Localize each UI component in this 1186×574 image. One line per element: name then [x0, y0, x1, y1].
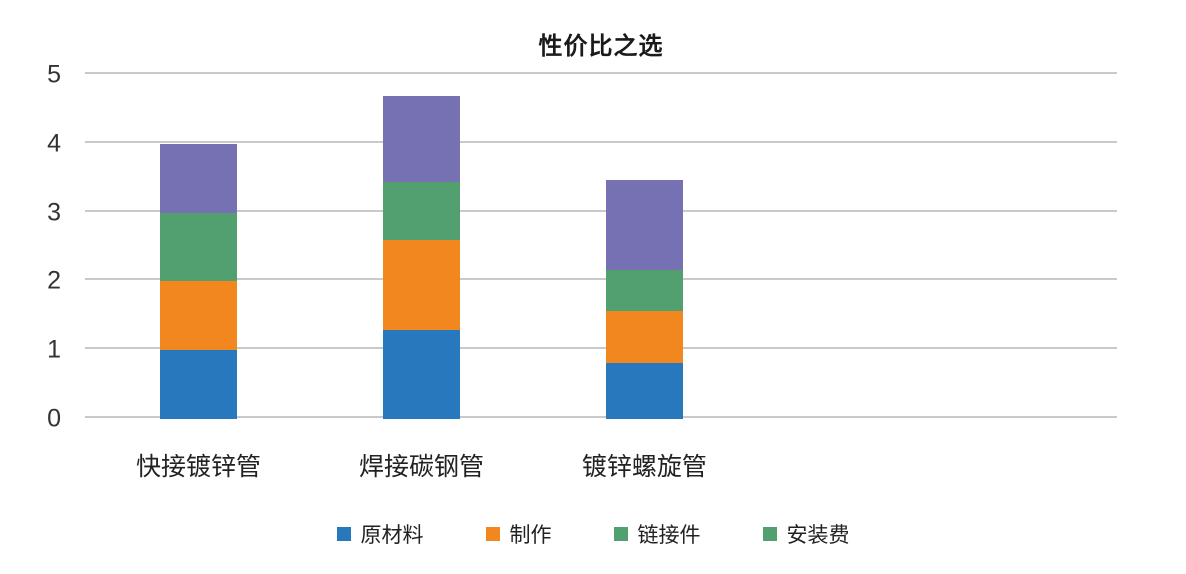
- bar-segment-镀锌螺旋管-制作: [605, 311, 683, 363]
- x-axis-category-label-快接镀锌管: 快接镀锌管: [136, 453, 262, 481]
- gridline-y-0: [85, 416, 1117, 418]
- x-axis-category-label-焊接碳钢管: 焊接碳钢管: [359, 453, 485, 481]
- legend-label: 原材料: [360, 524, 424, 547]
- y-axis-tick-label-3: 3: [47, 198, 61, 227]
- bar-segment-镀锌螺旋管-链接件: [605, 269, 683, 311]
- x-axis-category-label-镀锌螺旋管: 镀锌螺旋管: [581, 453, 707, 481]
- gridline-y-1: [85, 347, 1117, 350]
- chart-title: 性价比之选: [538, 33, 664, 60]
- legend-swatch-icon: [485, 527, 500, 541]
- bar-segment-焊接碳钢管-链接件: [383, 181, 461, 241]
- legend-label: 安装费: [786, 524, 850, 547]
- legend-swatch-icon: [613, 527, 628, 541]
- legend-swatch-icon: [336, 527, 351, 541]
- gridline-y-5: [85, 72, 1117, 74]
- legend-item-安装费: 安装费: [762, 519, 850, 549]
- bar-segment-焊接碳钢管-安装费: [383, 95, 461, 182]
- legend-item-链接件: 链接件: [613, 519, 701, 549]
- bar-segment-快接镀锌管-安装费: [160, 143, 237, 213]
- y-axis-tick-label-0: 0: [47, 404, 61, 433]
- gridline-y-3: [85, 209, 1117, 212]
- bar-stack-焊接碳钢管: [383, 95, 461, 419]
- bar-segment-快接镀锌管-原材料: [160, 350, 237, 419]
- y-axis-tick-label-2: 2: [47, 266, 61, 295]
- gridline-y-4: [85, 140, 1117, 143]
- y-axis-tick-label-1: 1: [47, 335, 61, 364]
- bar-segment-镀锌螺旋管-原材料: [605, 362, 683, 419]
- chart-legend: 原材料 制作 链接件 安装费: [0, 519, 1186, 549]
- gridline-y-2: [85, 278, 1117, 281]
- bar-segment-焊接碳钢管-原材料: [383, 329, 461, 419]
- bar-stack-快接镀锌管: [160, 143, 237, 419]
- legend-label: 链接件: [637, 524, 701, 547]
- legend-item-制作: 制作: [485, 519, 552, 549]
- plot-area: 0 1 2 3 4 5 快接镀锌管 焊接碳钢管 镀锌螺旋管: [47, 62, 1117, 481]
- bar-segment-快接镀锌管-制作: [160, 281, 237, 351]
- bar-segment-快接镀锌管-链接件: [160, 212, 237, 282]
- bar-stack-镀锌螺旋管: [605, 180, 683, 419]
- y-axis-tick-label-4: 4: [47, 129, 61, 158]
- bar-segment-焊接碳钢管-制作: [383, 240, 461, 330]
- y-axis-tick-label-5: 5: [47, 60, 61, 89]
- bar-segment-镀锌螺旋管-安装费: [605, 180, 683, 270]
- legend-swatch-icon: [762, 527, 777, 541]
- legend-label: 制作: [509, 524, 552, 547]
- legend-item-原材料: 原材料: [336, 519, 424, 549]
